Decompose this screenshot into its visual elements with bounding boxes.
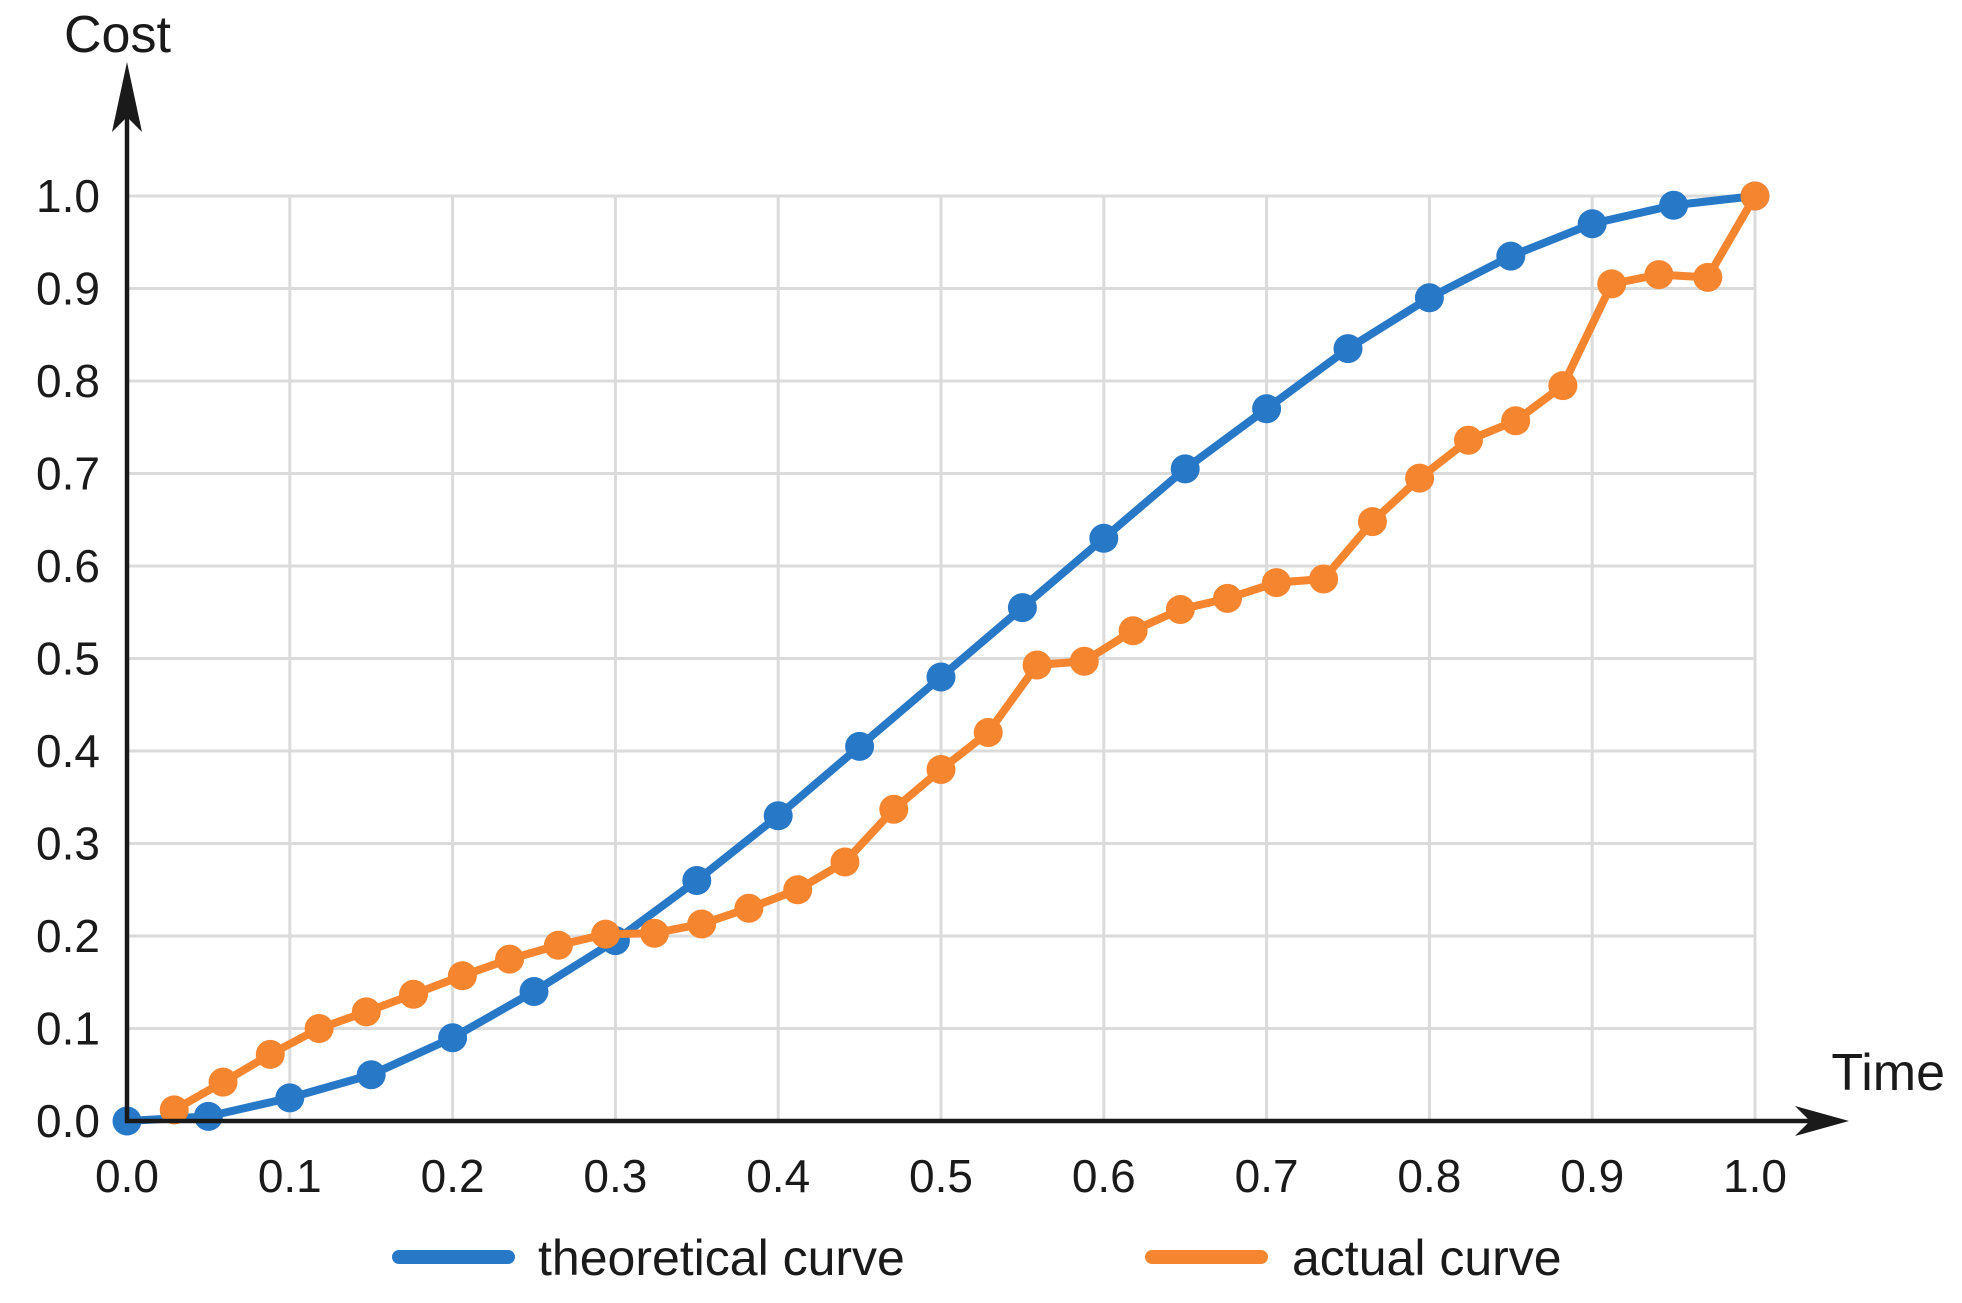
data-point (275, 1083, 305, 1113)
y-tick-label: 0.6 (36, 540, 100, 592)
data-point (304, 1014, 334, 1043)
x-tick-label: 0.7 (1235, 1150, 1299, 1202)
data-point (1496, 241, 1526, 271)
data-point (399, 979, 429, 1009)
x-tick-label: 0.6 (1072, 1150, 1136, 1202)
data-point (1577, 209, 1607, 239)
data-point (1644, 260, 1674, 290)
data-point (1659, 190, 1689, 220)
data-point (845, 731, 875, 761)
data-point (351, 997, 381, 1027)
data-point (1089, 523, 1119, 553)
data-point (1597, 269, 1627, 299)
data-point (1213, 583, 1243, 613)
data-point (1007, 593, 1037, 623)
x-tick-label: 1.0 (1723, 1150, 1787, 1202)
x-tick-label: 0.1 (258, 1150, 322, 1202)
legend-item-actual: actual curve (1145, 1230, 1562, 1286)
data-point (926, 662, 956, 692)
data-point (1414, 283, 1444, 313)
x-tick-label: 0.0 (95, 1150, 159, 1202)
data-point (159, 1095, 189, 1125)
y-tick-label: 1.0 (36, 170, 100, 222)
data-point (783, 875, 813, 905)
data-point (1170, 454, 1200, 484)
x-tick-label: 0.9 (1560, 1150, 1624, 1202)
data-point (495, 944, 525, 974)
data-point (1357, 507, 1387, 537)
x-tick-label: 0.3 (583, 1150, 647, 1202)
data-point (1405, 463, 1435, 493)
tick-labels: 0.0 0.1 0.2 0.3 0.4 0.5 0.6 0.7 0.8 0.9 1.0 0.0 0.1 0… (36, 170, 1787, 1202)
data-point (1069, 646, 1099, 676)
y-tick-label: 0.9 (36, 263, 100, 315)
data-point (1022, 650, 1052, 680)
gridlines (127, 194, 1757, 1121)
data-point (734, 893, 764, 923)
data-point (255, 1039, 285, 1069)
series-actual-curve (159, 181, 1770, 1125)
data-point (1548, 371, 1578, 401)
legend-swatch-theoretical (392, 1250, 515, 1264)
legend-item-theoretical: theoretical curve (392, 1230, 905, 1286)
x-axis-arrowhead (1795, 1106, 1849, 1136)
data-point (1501, 406, 1531, 436)
data-point (1165, 594, 1195, 624)
legend: theoretical curve actual curve (392, 1230, 1562, 1286)
data-point (1333, 334, 1363, 364)
y-tick-label: 0.1 (36, 1003, 100, 1055)
y-tick-label: 0.8 (36, 355, 100, 407)
data-point (356, 1060, 386, 1090)
legend-label-theoretical: theoretical curve (538, 1230, 905, 1286)
y-tick-label: 0.4 (36, 725, 100, 777)
data-point (193, 1101, 223, 1131)
data-point (1309, 564, 1339, 594)
x-tick-label: 0.5 (909, 1150, 973, 1202)
data-point (682, 866, 712, 895)
data-point (639, 918, 669, 948)
axes (112, 62, 1849, 1136)
data-point (830, 847, 860, 877)
y-tick-label: 0.5 (36, 633, 100, 685)
y-tick-label: 0.2 (36, 910, 100, 962)
y-axis-arrowhead (112, 62, 142, 132)
legend-label-actual: actual curve (1292, 1230, 1562, 1286)
data-point (1693, 262, 1723, 292)
data-point (1261, 568, 1291, 598)
data-point (1118, 616, 1148, 646)
series-theoretical-curve (112, 181, 1770, 1136)
series-layer (112, 181, 1770, 1136)
data-point (591, 919, 621, 949)
x-tick-label: 0.4 (746, 1150, 810, 1202)
data-point (763, 801, 793, 831)
y-tick-label: 0.3 (36, 818, 100, 870)
data-point (447, 961, 477, 991)
data-point (208, 1067, 238, 1097)
data-point (519, 977, 549, 1006)
y-tick-label: 0.0 (36, 1095, 100, 1147)
legend-swatch-actual (1145, 1250, 1268, 1264)
data-point (543, 930, 573, 960)
x-tick-label: 0.8 (1397, 1150, 1461, 1202)
data-point (973, 718, 1003, 747)
data-point (926, 755, 956, 784)
data-point (1453, 425, 1483, 455)
data-point (438, 1023, 468, 1053)
data-point (879, 794, 909, 824)
data-point (687, 909, 717, 939)
series-line (170, 192, 1759, 1114)
y-tick-label: 0.7 (36, 448, 100, 500)
data-point (1252, 394, 1282, 424)
y-axis-title: Cost (64, 6, 171, 64)
x-tick-label: 0.2 (421, 1150, 485, 1202)
x-axis-title: Time (1831, 1044, 1945, 1102)
data-point (1740, 181, 1770, 211)
